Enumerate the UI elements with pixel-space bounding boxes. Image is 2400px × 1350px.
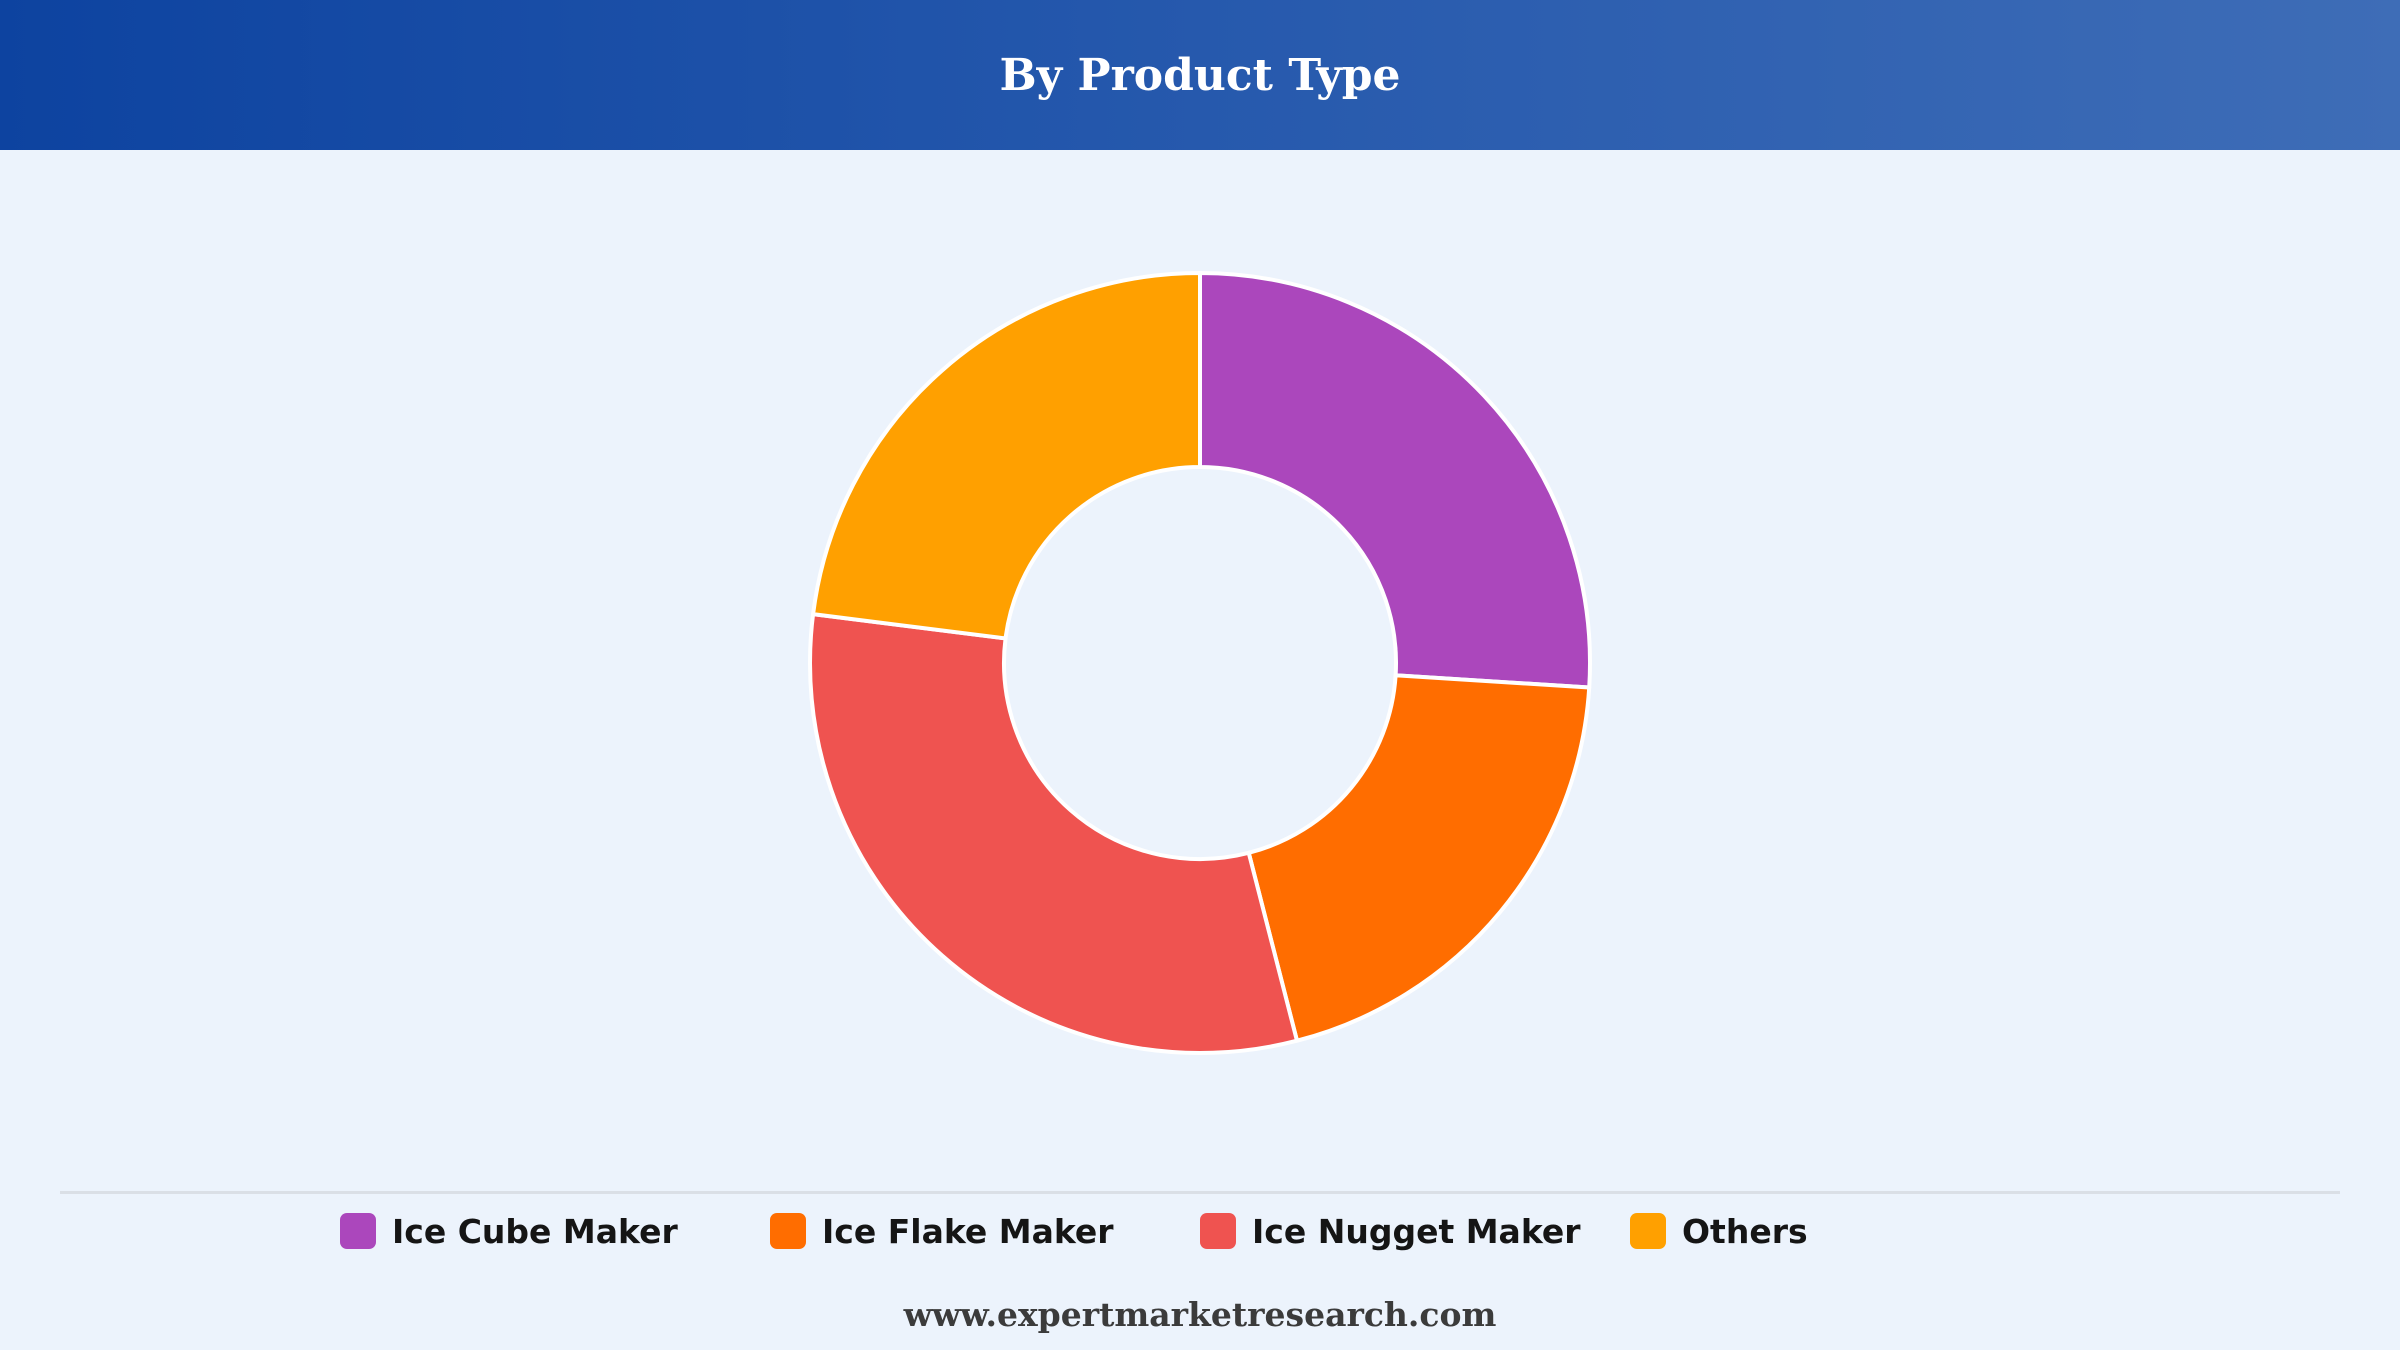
slice-ice-cube-maker[interactable]	[1198, 271, 1592, 690]
slice-others[interactable]	[811, 271, 1202, 641]
legend-swatch	[1200, 1213, 1236, 1249]
legend-divider	[60, 1191, 2340, 1194]
donut-chart	[808, 271, 1592, 1055]
legend-label: Ice Cube Maker	[392, 1211, 678, 1251]
legend-item-ice-nugget-maker[interactable]: Ice Nugget Maker	[1200, 1206, 1581, 1256]
header-bar: By Product Type	[0, 0, 2400, 150]
slice-ice-flake-maker[interactable]	[1246, 673, 1592, 1043]
legend-item-ice-cube-maker[interactable]: Ice Cube Maker	[340, 1206, 678, 1256]
legend-swatch	[770, 1213, 806, 1249]
legend-swatch	[1630, 1213, 1666, 1249]
chart-title: By Product Type	[999, 49, 1401, 101]
slice-ice-nugget-maker[interactable]	[808, 612, 1299, 1055]
legend-label: Ice Nugget Maker	[1252, 1211, 1581, 1251]
legend-swatch	[340, 1213, 376, 1249]
legend-item-ice-flake-maker[interactable]: Ice Flake Maker	[770, 1206, 1114, 1256]
legend-label: Ice Flake Maker	[822, 1211, 1114, 1251]
legend: Ice Cube Maker Ice Flake Maker Ice Nugge…	[0, 1206, 2400, 1256]
chart-area	[0, 150, 2400, 1190]
legend-item-others[interactable]: Others	[1630, 1206, 1808, 1256]
source-url: www.expertmarketresearch.com	[903, 1295, 1497, 1334]
legend-label: Others	[1682, 1211, 1808, 1251]
